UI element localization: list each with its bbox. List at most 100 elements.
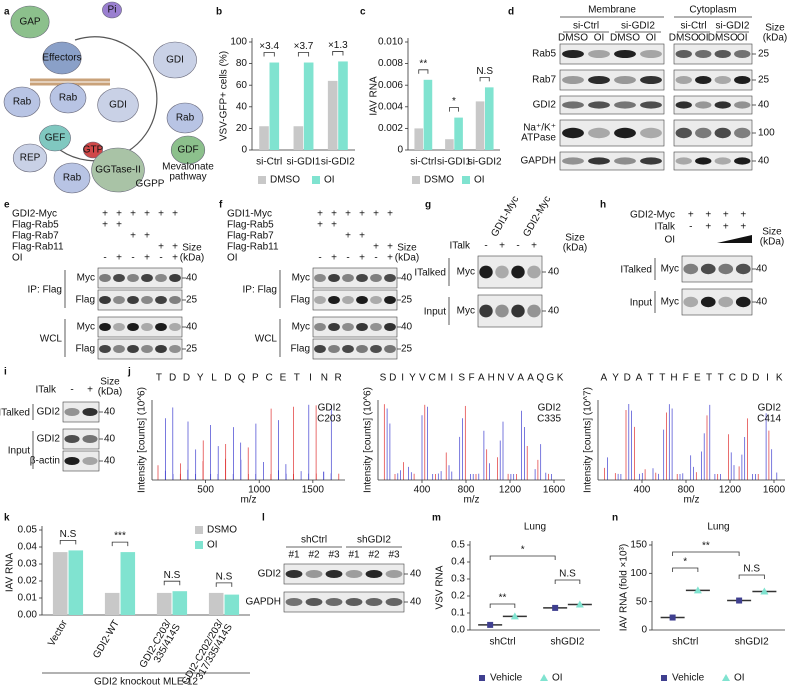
band	[675, 76, 692, 84]
residue: A	[601, 373, 608, 384]
x-tick-label: si-Ctrl	[410, 157, 436, 168]
bar	[327, 80, 338, 150]
diagram-label: GGTase-II	[95, 165, 141, 176]
band	[314, 345, 326, 353]
band	[113, 345, 125, 353]
band	[675, 101, 692, 109]
band	[640, 50, 662, 58]
band	[342, 323, 354, 331]
band	[169, 296, 181, 304]
size-marker: 40	[548, 306, 560, 317]
size-marker: 40	[401, 273, 413, 284]
marker	[575, 600, 584, 608]
band	[141, 345, 153, 353]
blot-label: GDI2	[533, 100, 557, 111]
y-tick-label: 0.5	[451, 540, 465, 551]
bar	[52, 552, 68, 615]
blot-label: GDI2	[37, 407, 61, 418]
diagram-shape	[97, 87, 139, 123]
size-label: (kDa)	[563, 243, 587, 254]
blot-label: GDI2	[37, 434, 61, 445]
sign: -	[318, 253, 321, 264]
bracket	[738, 574, 765, 579]
diagram-shape	[10, 5, 50, 39]
condition-label: GDI2-Myc	[12, 209, 57, 220]
sign: +	[345, 231, 351, 242]
lane-label: #2	[368, 550, 380, 561]
residue: F	[468, 373, 474, 384]
band	[356, 296, 368, 304]
blot-label: GDI2	[258, 569, 282, 580]
panel-letter: f	[219, 200, 223, 211]
bracket	[59, 540, 77, 545]
residue: I	[450, 373, 453, 384]
blot	[559, 69, 665, 91]
blot-label: ATPase	[521, 133, 556, 144]
size-marker: 25	[401, 295, 413, 306]
sign: +	[359, 253, 365, 264]
diagram-shape	[83, 141, 103, 159]
residue: D	[183, 373, 190, 384]
x-tick-label: 400	[634, 485, 651, 496]
sign: +	[345, 209, 351, 220]
y-axis-label: Intensity [counts] (10^6)	[363, 387, 374, 493]
bar	[293, 126, 304, 150]
group-label: si-Ctrl	[573, 21, 599, 32]
y-tick-label: 40	[236, 101, 248, 112]
size-marker: 40	[548, 267, 560, 278]
diagram-label: pathway	[169, 172, 206, 183]
band	[127, 296, 139, 304]
band	[342, 274, 354, 282]
residue: I	[309, 373, 312, 384]
sign: +	[359, 209, 365, 220]
band	[675, 127, 692, 139]
blot-label: Myc	[457, 306, 475, 317]
band	[640, 127, 662, 139]
residue: H	[488, 373, 495, 384]
size-marker: 40	[756, 297, 768, 308]
band	[479, 265, 493, 279]
x-axis-label: m/z	[240, 495, 256, 506]
y-tick-label: 0.3	[451, 574, 465, 585]
diagram-shape	[3, 86, 41, 118]
sign: +	[531, 241, 537, 252]
band	[82, 435, 98, 443]
sign: +	[144, 253, 150, 264]
x-tick-label: 1200	[719, 485, 742, 496]
residue: I	[766, 373, 769, 384]
y-tick-label: 0	[241, 145, 247, 156]
band	[370, 345, 382, 353]
band	[640, 76, 662, 84]
residue: D	[224, 373, 231, 384]
marker	[693, 586, 702, 594]
y-tick-label: 0.008	[378, 58, 403, 69]
band	[370, 296, 382, 304]
band	[82, 457, 98, 465]
sign: +	[740, 222, 746, 233]
band	[384, 323, 396, 331]
sign: +	[387, 209, 393, 220]
band	[285, 598, 303, 606]
band	[342, 345, 354, 353]
size-label: (kDa)	[98, 387, 122, 398]
x-tick-label: 800	[458, 485, 475, 496]
marker	[487, 621, 494, 628]
blot-label: Flag	[76, 344, 95, 355]
band	[614, 127, 636, 139]
group-label: Input	[8, 446, 30, 457]
blot-label: Na⁺/K⁺	[523, 123, 556, 134]
spectrum-label: C335	[537, 414, 561, 425]
x-tick-label: si-GDI2	[468, 157, 502, 168]
sign: +	[130, 231, 136, 242]
annotation: *	[683, 557, 687, 568]
band	[345, 570, 363, 578]
blot-label: Myc	[661, 297, 679, 308]
spectrum-label: GDI2	[538, 403, 562, 414]
x-tick-label: shGDI2	[551, 637, 585, 648]
size-marker: 25	[401, 344, 413, 355]
bracket	[297, 52, 310, 57]
sign: +	[723, 210, 729, 221]
condition-label: OI	[12, 253, 23, 264]
residue: T	[706, 373, 712, 384]
legend-label: Vehicle	[672, 673, 705, 684]
